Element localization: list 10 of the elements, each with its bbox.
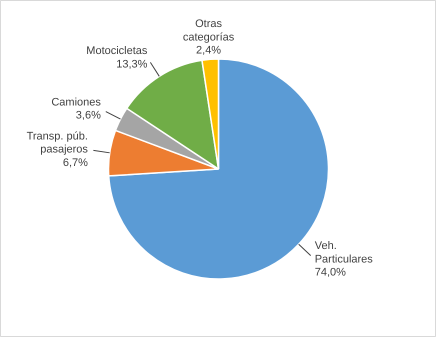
data-label: 2,4%	[196, 44, 222, 57]
data-label: 13,3%	[116, 58, 148, 70]
slice-label: Camiones	[51, 96, 102, 108]
slice-label: Veh. Particulares	[314, 240, 374, 266]
slice-label: Transp. púb. pasajeros	[26, 130, 88, 156]
slice-label: Motocicletas	[86, 45, 148, 58]
data-label: 6,7%	[62, 156, 88, 169]
data-label: 3,6%	[76, 110, 102, 122]
slice-label: Otras categorías	[182, 18, 235, 44]
data-label: 74,0%	[314, 266, 346, 279]
